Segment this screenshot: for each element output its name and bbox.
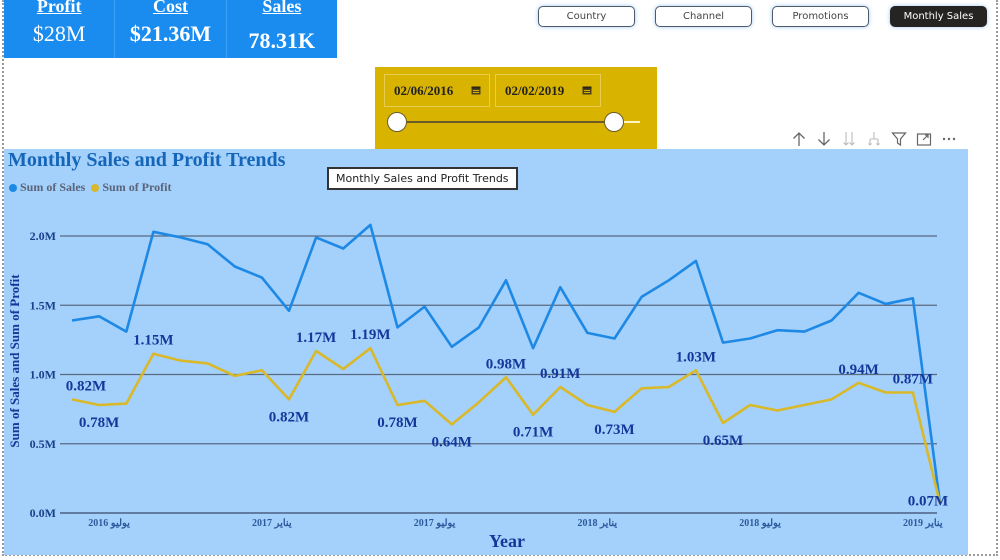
- y-tick-label: 1.5M: [30, 298, 56, 312]
- data-label: 1.17M: [296, 330, 336, 346]
- calendar-icon[interactable]: [582, 85, 592, 95]
- data-label: 1.15M: [133, 333, 173, 349]
- filter-icon[interactable]: [886, 129, 911, 149]
- legend-item-sales[interactable]: Sum of Sales: [9, 180, 85, 195]
- slider-track-end: [622, 121, 640, 123]
- line-chart-visual[interactable]: Monthly Sales and Profit Trends Sum of S…: [4, 149, 968, 555]
- kpi-cost: Cost $21.36M: [115, 0, 227, 58]
- data-label: 0.07M: [908, 493, 948, 509]
- arrow-down-icon[interactable]: [811, 129, 836, 149]
- kpi-label: Cost: [152, 0, 188, 16]
- arrow-up-icon[interactable]: [786, 129, 811, 149]
- kpi-value: $21.36M: [129, 21, 212, 46]
- x-tick-label: يناير 2018: [578, 518, 618, 529]
- y-tick-label: 1.0M: [30, 368, 56, 382]
- legend-label: Sum of Sales: [20, 180, 86, 194]
- kpi-label: Sales: [262, 0, 302, 16]
- date-range-slicer: 02/06/2016 02/02/2019: [375, 67, 657, 151]
- data-label: 1.19M: [350, 327, 390, 343]
- end-date-value: 02/02/2019: [505, 82, 565, 98]
- slider-end-handle[interactable]: [604, 112, 624, 132]
- data-label: 0.94M: [838, 362, 878, 378]
- chart-plot-area: 0.0M 0.5M 1.0M 1.5M 2.0M يوليو 2016 يناير 2017…: [7, 223, 948, 551]
- y-tick-label: 0.5M: [30, 437, 56, 451]
- data-label: 0.91M: [540, 366, 580, 382]
- x-tick-label: يناير 2017: [252, 518, 292, 529]
- x-axis-title: Year: [489, 531, 525, 551]
- data-label: 0.71M: [513, 425, 553, 441]
- data-label: 1.03M: [676, 349, 716, 365]
- legend-label: Sum of Profit: [102, 180, 172, 194]
- nav-button-promotions[interactable]: Promotions: [772, 6, 869, 27]
- data-label: 0.87M: [893, 372, 933, 388]
- end-date-input[interactable]: 02/02/2019: [495, 74, 601, 107]
- data-label: 0.73M: [594, 422, 634, 438]
- focus-mode-icon[interactable]: [911, 129, 936, 149]
- sales-line[interactable]: [71, 223, 942, 504]
- data-label: 0.82M: [269, 409, 309, 425]
- legend-item-profit[interactable]: Sum of Profit: [91, 180, 171, 195]
- profit-line[interactable]: [71, 346, 942, 504]
- kpi-profit: Profit $28M: [4, 0, 116, 58]
- nav-button-monthly-sales[interactable]: Monthly Sales: [890, 6, 987, 27]
- chart-legend: Sum of Sales Sum of Profit: [9, 180, 171, 195]
- x-tick-label: يوليو 2016: [88, 518, 130, 529]
- y-tick-label: 0.0M: [30, 506, 56, 520]
- start-date-value: 02/06/2016: [394, 82, 454, 98]
- x-tick-label: يوليو 2017: [414, 518, 456, 529]
- more-options-icon[interactable]: [936, 129, 961, 149]
- legend-dot-icon: [9, 183, 17, 192]
- expand-hierarchy-icon[interactable]: [861, 129, 886, 149]
- visual-header-toolbar: [786, 129, 961, 149]
- data-label: 0.78M: [79, 415, 119, 431]
- kpi-label: Profit: [36, 0, 82, 16]
- slider-track[interactable]: [396, 121, 614, 123]
- slider-start-handle[interactable]: [387, 112, 407, 132]
- data-label: 0.65M: [703, 433, 743, 449]
- y-axis-title: Sum of Sales and Sum of Profit: [7, 274, 22, 448]
- chart-title: Monthly Sales and Profit Trends: [8, 149, 286, 171]
- kpi-value: $28M: [32, 21, 86, 46]
- kpi-card: Profit $28M Cost $21.36M Sales 78.31K: [4, 0, 337, 58]
- y-tick-label: 2.0M: [30, 229, 56, 243]
- data-label: 0.78M: [377, 415, 417, 431]
- nav-button-country[interactable]: Country: [538, 6, 635, 27]
- data-label: 0.82M: [66, 378, 106, 394]
- calendar-icon[interactable]: [471, 85, 481, 95]
- nav-button-channel[interactable]: Channel: [655, 6, 752, 27]
- data-label: 0.98M: [486, 356, 526, 372]
- double-arrow-down-icon[interactable]: [836, 129, 861, 149]
- legend-dot-icon: [91, 183, 100, 192]
- data-label: 0.64M: [432, 434, 472, 450]
- kpi-sales: Sales 78.31K: [227, 0, 337, 58]
- x-tick-label: يوليو 2018: [739, 518, 781, 529]
- start-date-input[interactable]: 02/06/2016: [384, 74, 490, 107]
- tooltip: Monthly Sales and Profit Trends: [327, 167, 518, 190]
- kpi-value: 78.31K: [248, 28, 316, 53]
- x-tick-label: يناير 2019: [903, 518, 943, 529]
